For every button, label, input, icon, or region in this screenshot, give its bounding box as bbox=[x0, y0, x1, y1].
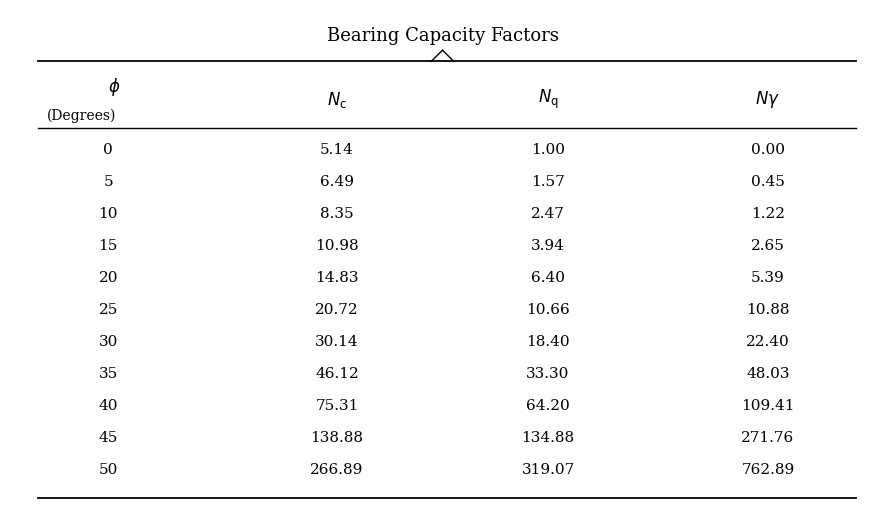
Text: 0: 0 bbox=[104, 142, 113, 156]
Text: 45: 45 bbox=[98, 431, 118, 445]
Text: $N\gamma$: $N\gamma$ bbox=[756, 89, 781, 110]
Text: 319.07: 319.07 bbox=[521, 463, 574, 477]
Text: 20: 20 bbox=[98, 270, 118, 285]
Text: 18.40: 18.40 bbox=[527, 335, 570, 349]
Text: 2.65: 2.65 bbox=[751, 238, 785, 253]
Text: 20.72: 20.72 bbox=[315, 303, 358, 317]
Text: 10: 10 bbox=[98, 206, 118, 221]
Text: 6.49: 6.49 bbox=[320, 174, 354, 188]
Text: 1.00: 1.00 bbox=[531, 142, 565, 156]
Text: 271.76: 271.76 bbox=[742, 431, 795, 445]
Text: 5.39: 5.39 bbox=[751, 270, 785, 285]
Text: 0.00: 0.00 bbox=[750, 142, 785, 156]
Text: 22.40: 22.40 bbox=[746, 335, 789, 349]
Text: 8.35: 8.35 bbox=[320, 206, 354, 221]
Text: 15: 15 bbox=[98, 238, 118, 253]
Text: 10.66: 10.66 bbox=[527, 303, 570, 317]
Text: 30.14: 30.14 bbox=[315, 335, 358, 349]
Text: Bearing Capacity Factors: Bearing Capacity Factors bbox=[327, 27, 558, 45]
Text: $N_{\mathrm{q}}$: $N_{\mathrm{q}}$ bbox=[537, 88, 558, 111]
Text: 266.89: 266.89 bbox=[311, 463, 364, 477]
Text: 48.03: 48.03 bbox=[746, 367, 789, 381]
Text: 75.31: 75.31 bbox=[315, 399, 358, 413]
Text: 40: 40 bbox=[98, 399, 118, 413]
Text: $N_{\mathrm{c}}$: $N_{\mathrm{c}}$ bbox=[327, 90, 347, 110]
Text: 35: 35 bbox=[99, 367, 118, 381]
Text: 50: 50 bbox=[98, 463, 118, 477]
Text: 0.45: 0.45 bbox=[751, 174, 785, 188]
Text: $\phi$: $\phi$ bbox=[108, 76, 120, 98]
Text: 10.88: 10.88 bbox=[746, 303, 789, 317]
Text: 5.14: 5.14 bbox=[320, 142, 354, 156]
Text: 5: 5 bbox=[104, 174, 113, 188]
Text: 10.98: 10.98 bbox=[315, 238, 358, 253]
Text: 2.47: 2.47 bbox=[531, 206, 565, 221]
Text: 14.83: 14.83 bbox=[315, 270, 358, 285]
Text: 46.12: 46.12 bbox=[315, 367, 358, 381]
Text: 6.40: 6.40 bbox=[531, 270, 565, 285]
Text: 138.88: 138.88 bbox=[311, 431, 364, 445]
Text: 762.89: 762.89 bbox=[742, 463, 795, 477]
Text: 33.30: 33.30 bbox=[527, 367, 570, 381]
Text: 134.88: 134.88 bbox=[521, 431, 574, 445]
Text: 30: 30 bbox=[98, 335, 118, 349]
Text: (Degrees): (Degrees) bbox=[47, 109, 116, 123]
Text: 109.41: 109.41 bbox=[741, 399, 795, 413]
Text: 25: 25 bbox=[98, 303, 118, 317]
Text: 1.57: 1.57 bbox=[531, 174, 565, 188]
Text: 3.94: 3.94 bbox=[531, 238, 565, 253]
Text: 1.22: 1.22 bbox=[750, 206, 785, 221]
Text: 64.20: 64.20 bbox=[527, 399, 570, 413]
